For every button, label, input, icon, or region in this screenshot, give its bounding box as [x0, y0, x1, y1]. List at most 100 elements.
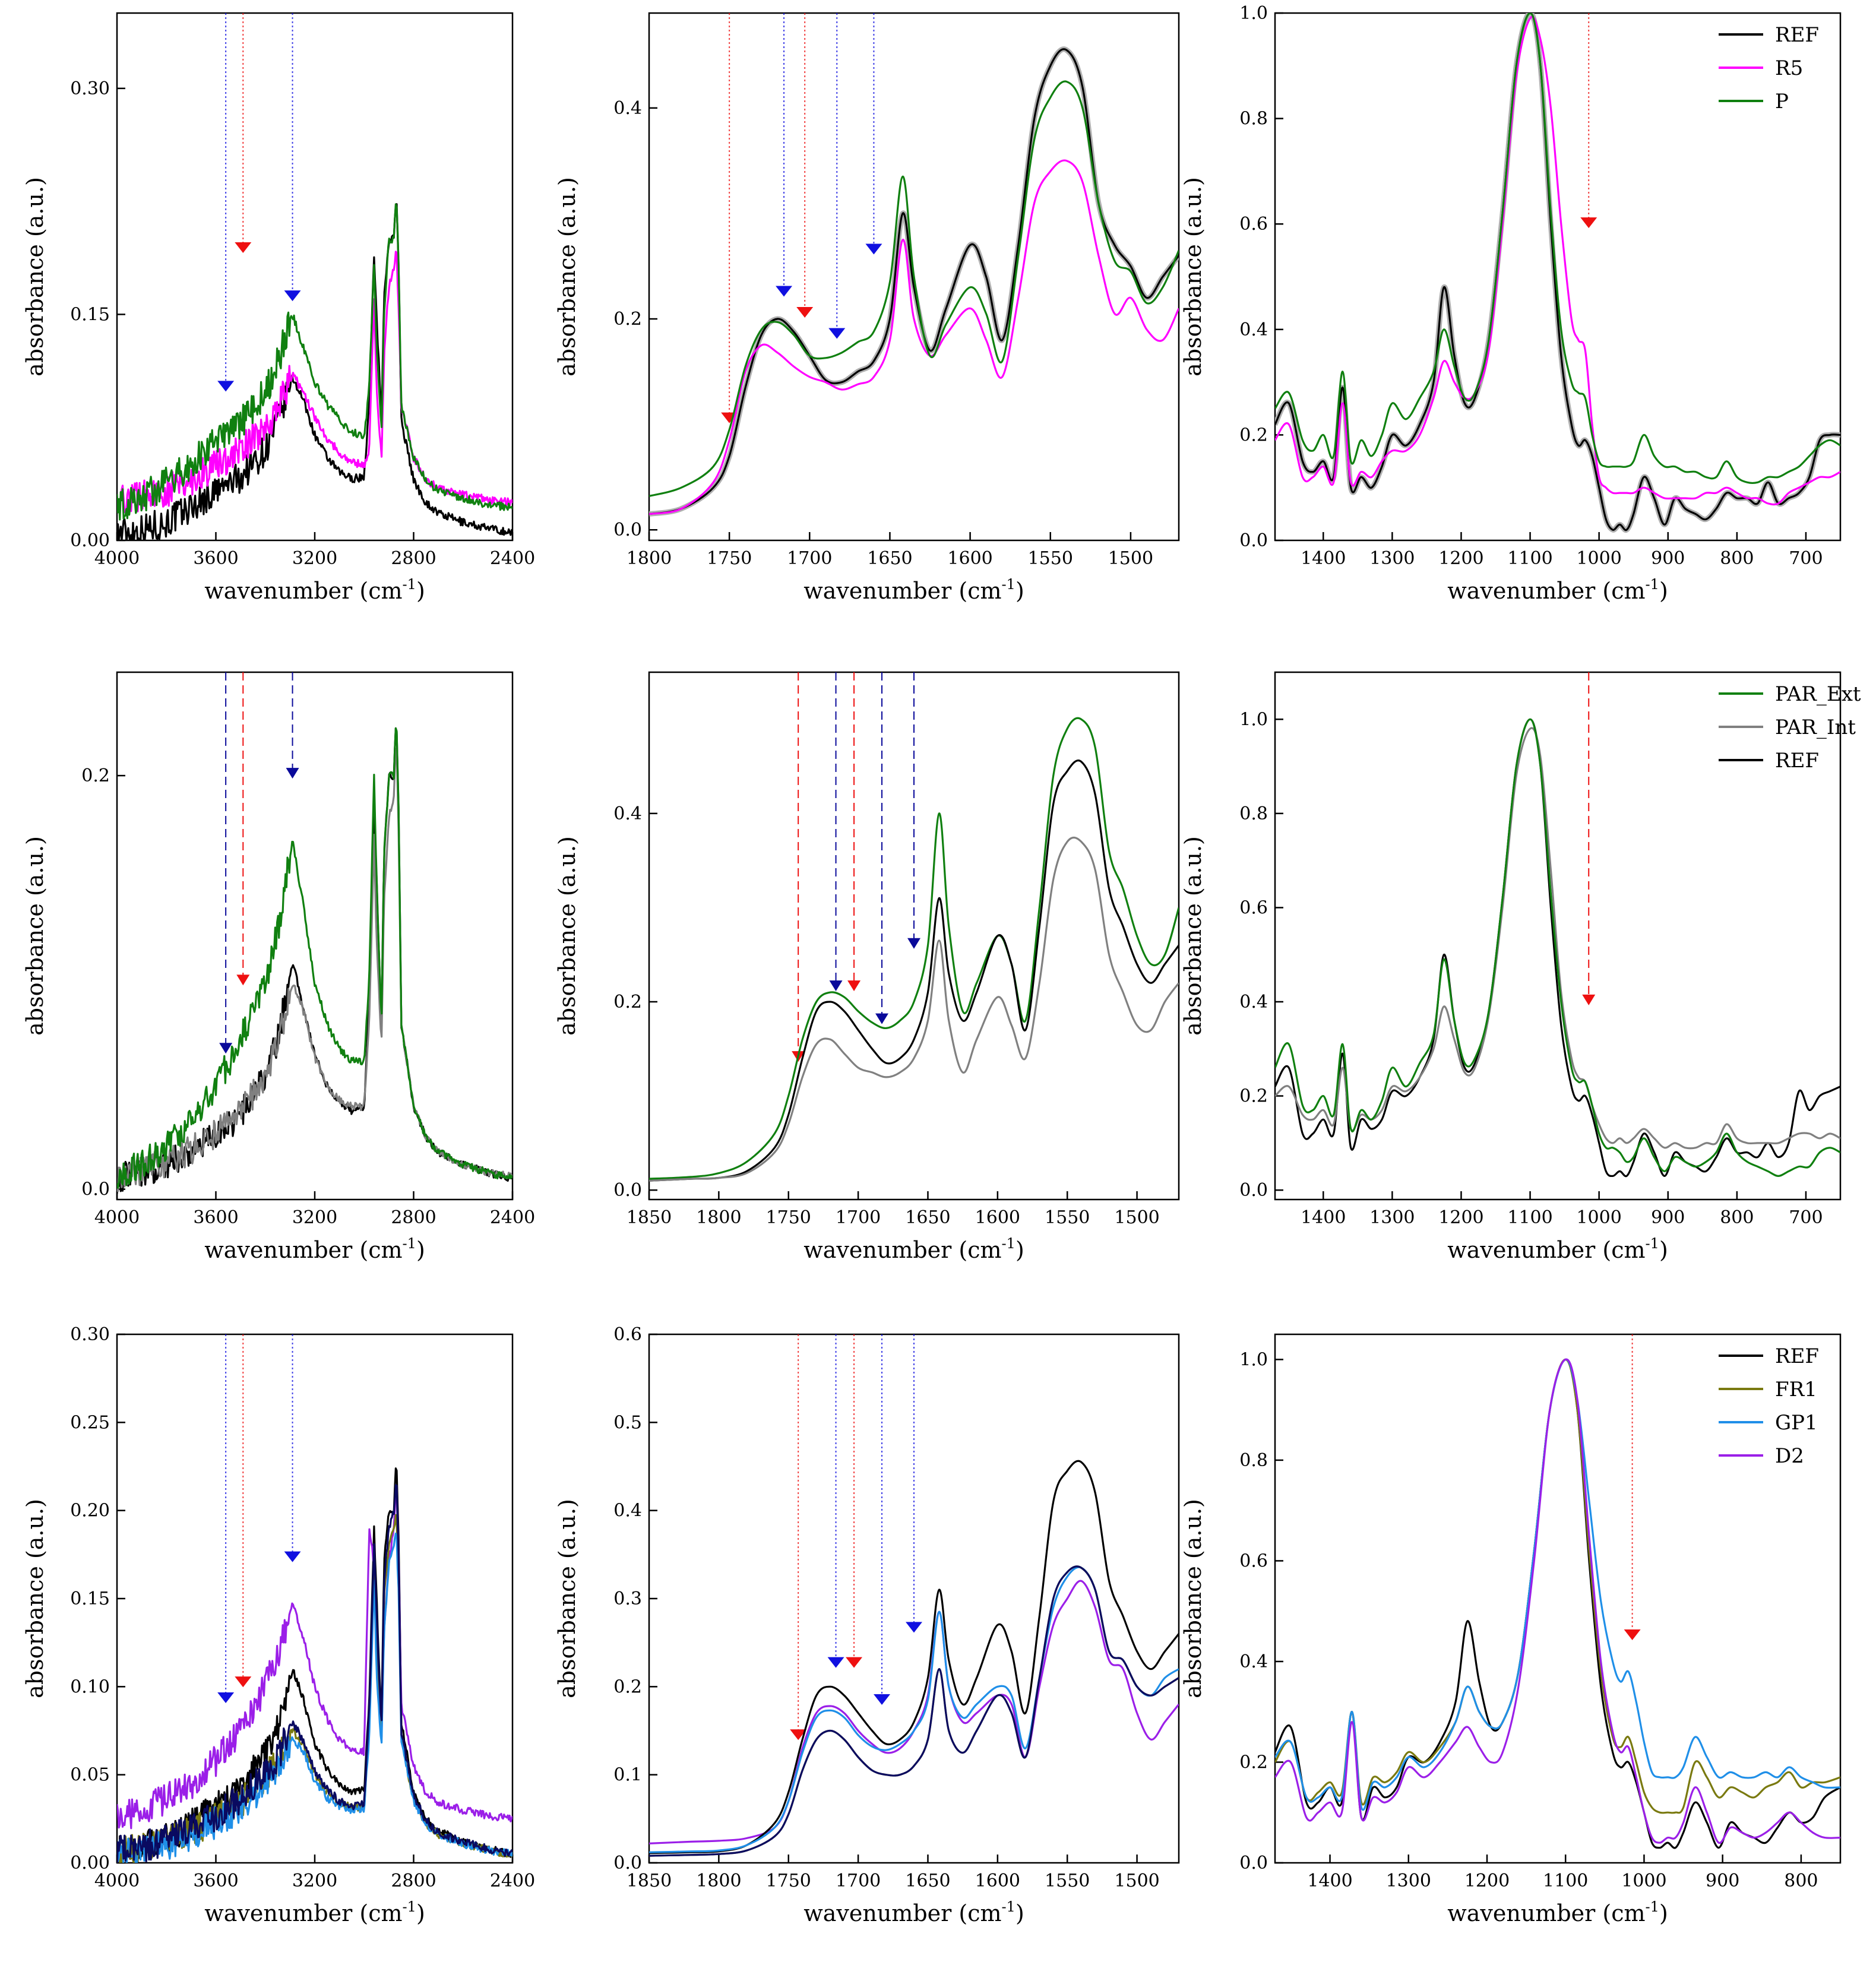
series-line-dark_navy	[649, 1565, 1179, 1857]
y-tick-label: 0.0	[613, 1853, 642, 1874]
x-tick-label: 1300	[1369, 548, 1415, 569]
x-tick-label: 1650	[905, 1871, 950, 1891]
y-tick-label: 1.0	[1239, 1349, 1268, 1370]
x-axis-label: wavenumber (cm-1)	[1447, 576, 1668, 604]
y-tick-label: 0.4	[613, 1501, 642, 1521]
chart-panel-p11: 4000 3600 3200 2800 2400 0.00 0.15 0.30 wavenumb…	[22, 12, 535, 604]
x-tick-label: 2400	[490, 548, 535, 569]
series-line-PAR_Ext	[1275, 718, 1840, 1177]
y-tick-label: 0.20	[70, 1501, 110, 1521]
x-tick-label: 1550	[1045, 1871, 1090, 1891]
x-tick-label: 1200	[1438, 1207, 1483, 1228]
x-axis-label-text: wavenumber (cm	[1447, 1237, 1645, 1263]
y-tick-label: 0.2	[613, 309, 642, 330]
y-tick-label: 0.2	[1239, 1752, 1268, 1773]
x-tick-label: 1300	[1369, 1207, 1415, 1228]
x-axis-label: wavenumber (cm-1)	[1447, 1235, 1668, 1263]
x-tick-label: 1800	[696, 1207, 741, 1228]
series-group	[649, 717, 1179, 1182]
x-axis-label-text: wavenumber (cm	[1447, 1900, 1645, 1926]
y-tick-label: 0.1	[613, 1765, 642, 1786]
x-tick-label: 1500	[1108, 548, 1153, 569]
y-tick-label: 0.0	[613, 1180, 642, 1201]
marker-triangle	[846, 1657, 863, 1668]
x-tick-label: 1700	[836, 1207, 881, 1228]
x-tick-label: 2800	[391, 1871, 436, 1891]
legend-label: PAR_Int	[1775, 716, 1856, 739]
series-group	[1275, 718, 1840, 1178]
series-line-PAR_Int	[1275, 727, 1840, 1150]
y-tick-label: 0.8	[1239, 109, 1268, 129]
x-tick-label: 1800	[627, 548, 672, 569]
x-tick-label: 3600	[193, 548, 238, 569]
series-line-REF	[117, 727, 513, 1194]
legend: REF R5 P	[1719, 23, 1819, 113]
series-line-FR1	[1275, 1358, 1840, 1814]
plot-frame	[116, 671, 514, 1201]
x-axis-label-end: )	[1659, 1900, 1668, 1926]
marker-group	[790, 1334, 922, 1741]
legend-label: REF	[1775, 749, 1819, 773]
x-tick-label: 1850	[627, 1871, 672, 1891]
y-tick-label: 1.0	[1239, 3, 1268, 24]
x-tick-label: 1700	[787, 548, 832, 569]
series-line-R5	[649, 159, 1179, 515]
x-tick-label: 1550	[1045, 1207, 1090, 1228]
x-axis-label-sup: -1	[1646, 1898, 1659, 1915]
x-tick-label: 1750	[766, 1871, 811, 1891]
x-tick-label: 700	[1789, 1207, 1823, 1228]
y-tick-label: 0.2	[613, 992, 642, 1012]
x-tick-label: 4000	[94, 1871, 140, 1891]
x-tick-label: 700	[1789, 548, 1823, 569]
chart-panel-p23: 1400 1300 1200 1100 1000 900 800 700 0.0 0.2 0.4 0.…	[1180, 671, 1861, 1263]
marker-triangle	[796, 307, 814, 318]
marker-group	[1624, 1334, 1641, 1641]
marker-triangle	[286, 768, 299, 779]
series-group	[649, 1460, 1179, 1857]
legend-label: GP1	[1775, 1411, 1818, 1435]
chart-panel-p21: 4000 3600 3200 2800 2400 0.0 0.2 wavenumber (cm…	[22, 671, 535, 1263]
x-axis-label-end: )	[1015, 1900, 1024, 1926]
x-axis-label-sup: -1	[1646, 576, 1659, 593]
x-tick-label: 1500	[1114, 1207, 1159, 1228]
marker-group	[721, 13, 882, 423]
x-tick-label: 1650	[867, 548, 912, 569]
x-axis-label-sup: -1	[1002, 576, 1015, 593]
marker-triangle	[1582, 994, 1596, 1005]
x-tick-label: 2400	[490, 1207, 535, 1228]
plot-frame	[648, 12, 1180, 542]
x-tick-label: 800	[1720, 1207, 1754, 1228]
y-axis-label: absorbance (a.u.)	[1180, 836, 1206, 1036]
x-tick-label: 1400	[1301, 548, 1346, 569]
series-line-REF	[1275, 1358, 1840, 1849]
series-line-D2	[117, 1488, 513, 1830]
x-tick-label: 1500	[1114, 1871, 1159, 1891]
series-line-P	[117, 203, 513, 521]
plot-frame	[1274, 1333, 1842, 1864]
y-tick-label: 0.00	[70, 530, 110, 551]
series-line-D2	[1275, 1358, 1840, 1844]
legend-label: D2	[1775, 1444, 1804, 1468]
x-axis-label: wavenumber (cm-1)	[803, 576, 1024, 604]
x-tick-label: 1300	[1386, 1871, 1431, 1891]
legend-label: R5	[1775, 56, 1803, 80]
series-line-P	[649, 80, 1179, 497]
y-tick-label: 0.6	[613, 1324, 642, 1345]
y-axis-label: absorbance (a.u.)	[554, 836, 580, 1036]
x-axis-label-text: wavenumber (cm	[204, 1900, 402, 1926]
series-line-REF	[649, 760, 1179, 1182]
y-axis-label: absorbance (a.u.)	[554, 177, 580, 376]
plot-frame	[116, 12, 514, 542]
y-axis-label: absorbance (a.u.)	[22, 177, 48, 376]
marker-triangle	[790, 1729, 807, 1741]
y-tick-label: 0.30	[70, 78, 110, 99]
panels: 4000 3600 3200 2800 2400 0.00 0.15 0.30 wavenumb…	[22, 3, 1861, 1926]
y-tick-label: 0.0	[613, 520, 642, 540]
x-axis-label-text: wavenumber (cm	[803, 1900, 1001, 1926]
x-tick-label: 2800	[391, 548, 436, 569]
y-tick-label: 0.6	[1239, 897, 1268, 918]
y-tick-label: 0.25	[70, 1412, 110, 1433]
chart-panel-p22: 1850 1800 1750 1700 1650 1600 1550 1500 0.0 0.2 0.…	[554, 671, 1180, 1263]
x-axis-label-end: )	[1015, 1237, 1024, 1263]
y-tick-label: 0.15	[70, 304, 110, 325]
